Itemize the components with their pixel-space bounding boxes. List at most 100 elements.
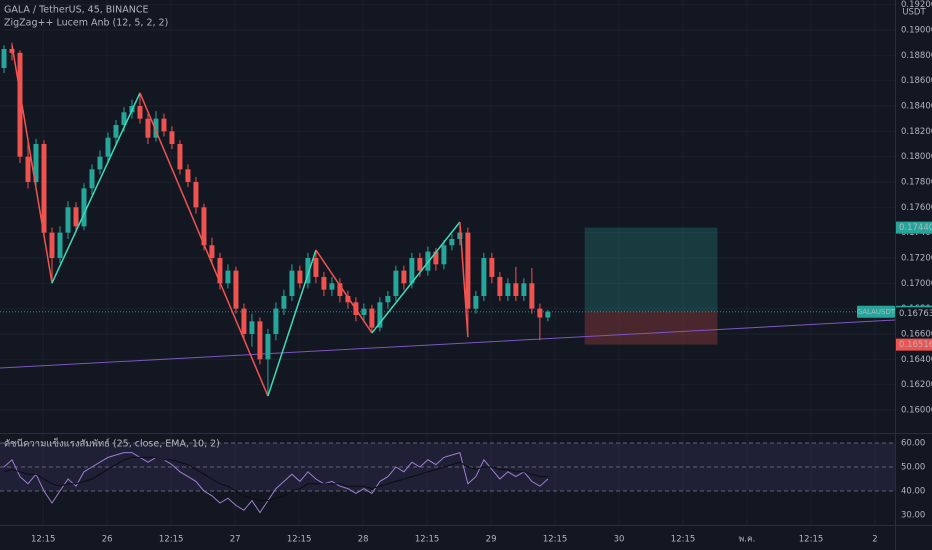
candle-body xyxy=(369,308,375,328)
candle-body xyxy=(281,295,287,309)
x-tick-label: 12:15 xyxy=(671,535,696,545)
candle-body xyxy=(289,270,295,296)
candle-body xyxy=(265,333,271,360)
candle-body xyxy=(457,232,463,239)
candle-body xyxy=(1,49,7,69)
bid-price-label-box xyxy=(896,307,932,320)
candle-body xyxy=(449,238,455,246)
candle-body xyxy=(17,52,23,157)
candle-body xyxy=(233,270,239,309)
candle-body xyxy=(329,283,335,290)
candle-body xyxy=(441,245,447,265)
candle-body xyxy=(337,283,343,296)
currency: USDT xyxy=(902,8,926,18)
candle-body xyxy=(481,257,487,296)
x-tick-label: 27 xyxy=(230,535,241,545)
zigzag-leg xyxy=(51,92,141,284)
candle-body xyxy=(385,295,391,303)
candle-body xyxy=(137,106,143,119)
candle-body xyxy=(297,270,303,284)
candle-body xyxy=(105,137,111,157)
candle-body xyxy=(121,112,127,126)
x-tick-label: 29 xyxy=(486,535,497,545)
candle-body xyxy=(97,156,103,170)
x-tick-label: พ.ค. xyxy=(739,535,756,545)
x-tick-label: 12:15 xyxy=(543,535,568,545)
candle-body xyxy=(41,144,47,233)
candle-body xyxy=(393,270,399,296)
x-tick-label: 26 xyxy=(102,535,113,545)
candle-body xyxy=(217,257,223,284)
zigzag-leg xyxy=(267,249,317,397)
symbol-box xyxy=(857,305,895,318)
x-tick-label: 12:15 xyxy=(415,535,440,545)
grid xyxy=(0,0,895,525)
candle-body xyxy=(409,257,415,284)
candle-body xyxy=(433,251,439,265)
candle-body xyxy=(89,169,95,189)
target-label-box xyxy=(896,221,932,234)
candle-body xyxy=(313,257,319,277)
candle-body xyxy=(25,156,31,182)
chart-title: GALA / TetherUS, 45, BINANCE xyxy=(4,5,148,16)
target-zone xyxy=(584,227,718,312)
candle-body xyxy=(505,283,511,296)
candle-body xyxy=(345,295,351,303)
candle-body xyxy=(49,232,55,258)
zigzag-leg xyxy=(139,92,269,397)
candle-body xyxy=(153,118,159,138)
x-tick-label: 12:15 xyxy=(287,535,312,545)
rsi-tick-label: 30.00 xyxy=(901,510,925,520)
candle-body xyxy=(9,49,15,53)
x-tick-label: 28 xyxy=(358,535,369,545)
y-tick-label: 0.16000 xyxy=(901,405,932,415)
zigzag-leg xyxy=(315,249,373,334)
symbol-label: GALAUSDT xyxy=(857,308,896,316)
candle-body xyxy=(185,169,191,182)
candle-body xyxy=(169,131,175,144)
candle-body xyxy=(177,144,183,170)
candle-body xyxy=(161,118,167,132)
candle-body xyxy=(225,270,231,284)
candle-body xyxy=(361,308,367,315)
candle-body xyxy=(73,207,79,227)
plot xyxy=(0,42,896,514)
x-tick-label: 12:15 xyxy=(799,535,824,545)
candle-body xyxy=(201,207,207,246)
x-tick-label: 12:15 xyxy=(159,535,184,545)
trend-line xyxy=(0,319,896,369)
candle-body xyxy=(193,181,199,208)
candle-body xyxy=(473,295,479,309)
stop-label: 0.16516 xyxy=(899,340,932,350)
candle-body xyxy=(57,232,63,258)
candle-body xyxy=(521,283,527,296)
candle-body xyxy=(321,276,327,290)
stop-zone xyxy=(584,311,718,345)
x-tick-label: 2 xyxy=(872,535,877,545)
candle-body xyxy=(241,308,247,334)
candle-body xyxy=(545,311,551,318)
candle-body xyxy=(273,308,279,334)
rsi-line xyxy=(3,456,548,502)
candle-body xyxy=(537,308,543,318)
x-tick-label: 12:15 xyxy=(31,535,56,545)
candle-body xyxy=(417,257,423,271)
zigzag-leg xyxy=(459,221,469,338)
rsi-tick-label: 40.00 xyxy=(901,486,925,496)
candle-body xyxy=(33,144,39,182)
zigzag-leg xyxy=(11,44,53,284)
candle-body xyxy=(145,118,151,138)
